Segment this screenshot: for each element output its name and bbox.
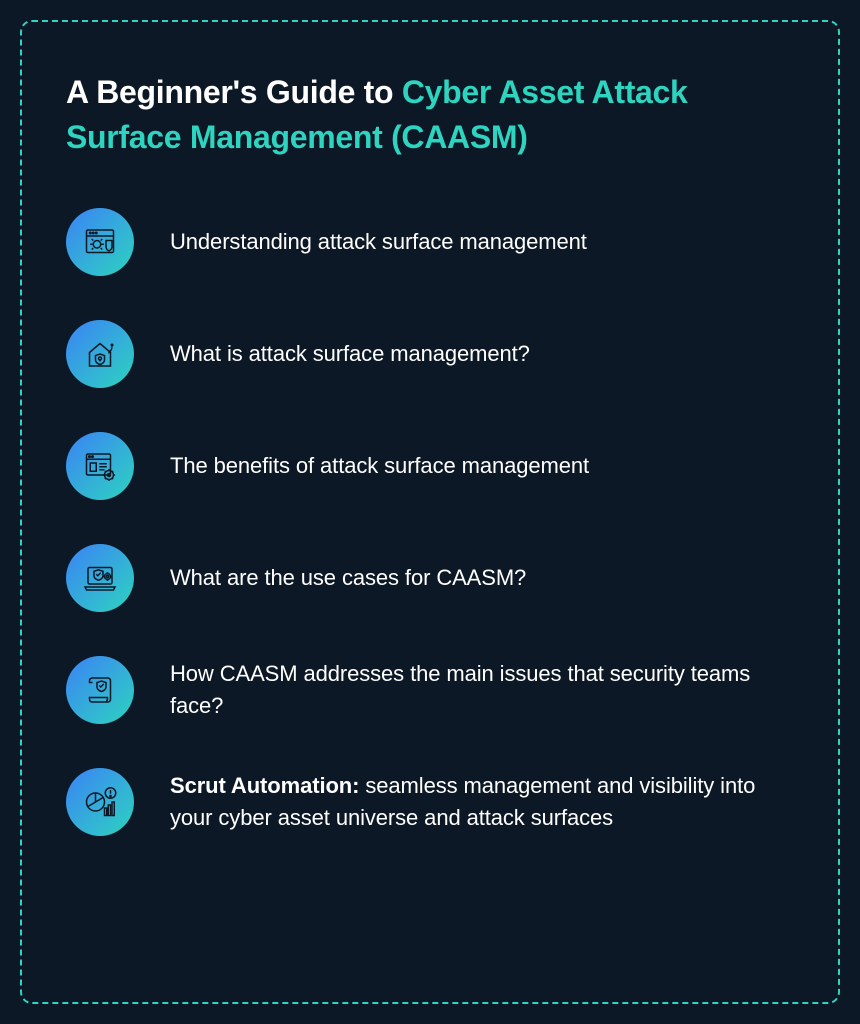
items-list: Understanding attack surface management … bbox=[66, 208, 794, 836]
list-item: Understanding attack surface management bbox=[66, 208, 794, 276]
piechart-alert-icon bbox=[66, 768, 134, 836]
item-text: What is attack surface management? bbox=[170, 338, 530, 370]
page-title: A Beginner's Guide to Cyber Asset Attack… bbox=[66, 70, 794, 160]
list-item: Scrut Automation: seamless management an… bbox=[66, 768, 794, 836]
item-text: Scrut Automation: seamless management an… bbox=[170, 770, 794, 834]
list-item: What are the use cases for CAASM? bbox=[66, 544, 794, 612]
browser-bug-shield-icon bbox=[66, 208, 134, 276]
item-text: The benefits of attack surface managemen… bbox=[170, 450, 589, 482]
list-item: The benefits of attack surface managemen… bbox=[66, 432, 794, 500]
list-item: What is attack surface management? bbox=[66, 320, 794, 388]
item-text: Understanding attack surface management bbox=[170, 226, 587, 258]
item-text: What are the use cases for CAASM? bbox=[170, 562, 526, 594]
item-bold-prefix: Scrut Automation: bbox=[170, 773, 359, 798]
house-shield-icon bbox=[66, 320, 134, 388]
item-text: How CAASM addresses the main issues that… bbox=[170, 658, 794, 722]
list-item: How CAASM addresses the main issues that… bbox=[66, 656, 794, 724]
title-prefix: A Beginner's Guide to bbox=[66, 74, 402, 110]
scroll-shield-icon bbox=[66, 656, 134, 724]
infographic-container: A Beginner's Guide to Cyber Asset Attack… bbox=[20, 20, 840, 1004]
browser-gear-icon bbox=[66, 432, 134, 500]
laptop-shield-gear-icon bbox=[66, 544, 134, 612]
